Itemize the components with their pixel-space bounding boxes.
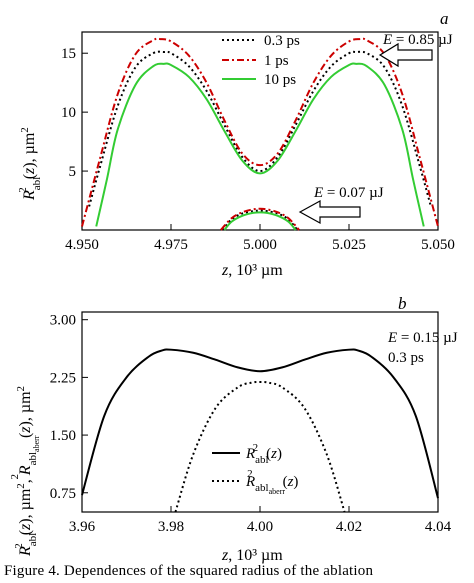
series-group-b [81, 348, 439, 513]
y-tick-label: 0.75 [50, 486, 76, 502]
panel-letter-b: b [398, 294, 407, 313]
series-line-a-0 [88, 50, 432, 207]
series-line-a-4 [220, 207, 300, 231]
y-ticks-a: 5 10 15 [61, 46, 88, 180]
x-tick-label: 4.975 [154, 237, 188, 253]
legend-label-rabl-aberr: Rablaberr2 (z) [245, 468, 298, 496]
legend-label-0-3ps: 0.3 ps [264, 33, 300, 49]
arrow-icon-007 [298, 199, 361, 225]
annotation-energy-007: E = 0.07 µJ [313, 185, 384, 201]
x-tick-label: 3.98 [158, 519, 184, 535]
y-ticks-b: 0.75 1.50 2.25 3.00 [50, 313, 88, 502]
legend-label-rabl: Rabl2 (z) [245, 442, 282, 466]
y-tick-label: 3.00 [50, 313, 76, 329]
x-label-units-a: 10³ µm [236, 262, 283, 279]
legend-label-1ps: 1 ps [264, 53, 289, 69]
arrow-icon-085 [378, 42, 433, 68]
x-tick-label: 4.04 [425, 519, 452, 535]
annotation-duration-03ps: 0.3 ps [388, 350, 424, 366]
x-tick-label: 5.025 [332, 237, 366, 253]
y-tick-label: 15 [61, 46, 76, 62]
series-line-a-3 [221, 209, 299, 231]
series-line-a-5 [223, 211, 297, 231]
chart-panel-a: a 4.950 4.975 5.000 5.025 5.050 5 10 15 Rabl2(… [17, 9, 455, 279]
x-tick-label: 4.00 [247, 519, 273, 535]
series-line-b-0 [81, 348, 439, 499]
chart-panel-b: b 3.96 3.98 4.00 4.02 4.04 0.751.502.253.00 … [9, 294, 458, 564]
x-tick-label: 5.050 [421, 237, 455, 253]
plot-frame-a [81, 31, 439, 231]
x-tick-label: 4.950 [65, 237, 99, 253]
x-ticks-b: 3.96 3.98 4.00 4.02 4.04 [69, 506, 452, 535]
x-label-var-a: z [221, 262, 229, 279]
figure-caption: Figure 4. Dependences of the squared rad… [4, 563, 374, 579]
series-group-a [81, 37, 439, 231]
legend-label-10ps: 10 ps [264, 72, 296, 88]
panel-letter-a: a [440, 9, 449, 28]
x-tick-label: 3.96 [69, 519, 96, 535]
x-ticks-a: 4.950 4.975 5.000 5.025 5.050 [65, 224, 455, 253]
x-tick-label: 4.02 [336, 519, 362, 535]
legend-b: Rabl2 (z) Rablaberr2 (z) [212, 442, 298, 496]
legend-a: 0.3 ps 1 ps 10 ps [222, 33, 300, 88]
x-tick-label: 5.000 [243, 237, 277, 253]
y-tick-label: 1.50 [50, 428, 76, 444]
x-axis-label-b: z, 10³ µm [221, 547, 283, 564]
y-tick-label: 2.25 [50, 370, 76, 386]
annotation-energy-085: E = 0.85 µJ [382, 32, 453, 48]
y-axis-label-a: Rabl2(z), µm2 [17, 127, 43, 201]
series-line-a-1 [81, 37, 439, 227]
y-tick-label: 5 [69, 164, 77, 180]
y-axis-label-b: Rabl2(z), µm2, Rablaberr2(z), µm2 [9, 386, 41, 557]
series-line-b-1 [174, 380, 346, 513]
x-axis-label-a: z, 10³ µm [221, 262, 283, 279]
y-tick-label: 10 [61, 105, 76, 121]
series-line-a-2 [95, 62, 425, 227]
annotation-energy-015: E = 0.15 µJ [387, 330, 458, 346]
